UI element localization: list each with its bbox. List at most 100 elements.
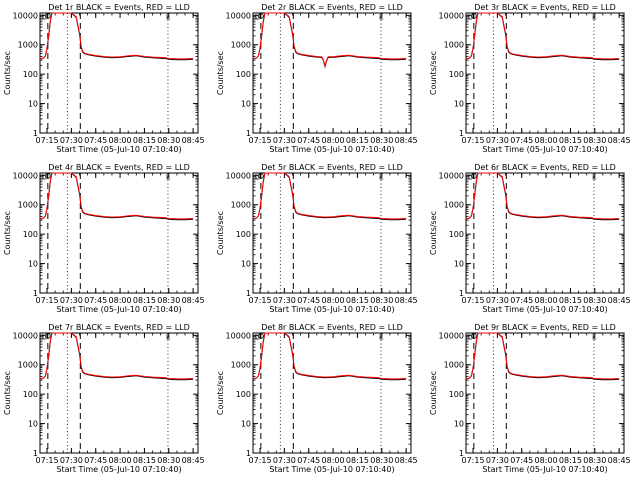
x-axis-label: Start Time (05-Jul-10 07:10:40) [56, 305, 181, 314]
y-tick-label: 1000 [444, 41, 464, 50]
x-tick-label: 07:30 [486, 296, 509, 305]
lld-series-line [465, 12, 620, 60]
bracket-marker [379, 334, 384, 340]
x-tick-label: 08:00 [535, 136, 558, 145]
x-tick-label: 08:45 [395, 296, 418, 305]
y-tick-label: 1 [33, 289, 38, 298]
events-series-line [252, 172, 407, 221]
plot-frame [39, 172, 199, 294]
plot-frame [39, 332, 199, 454]
y-tick-labels: 1 10 100 1000 10000 [13, 11, 38, 138]
x-tick-label: 08:30 [583, 456, 606, 465]
bracket-marker [166, 14, 171, 20]
event-circle-marker [44, 333, 51, 339]
y-tick-label: 100 [23, 230, 38, 239]
y-tick-label: 10000 [226, 331, 251, 340]
lld-series-line [39, 332, 194, 380]
x-tick-label: 07:30 [486, 456, 509, 465]
y-tick-labels: 1 10 100 1000 10000 [439, 171, 464, 298]
x-tick-label: 07:15 [461, 296, 484, 305]
y-tick-label: 1 [459, 289, 464, 298]
plot-frame [465, 172, 625, 294]
events-series-line [39, 12, 194, 61]
panel-det-5r: Det 5r BLACK = Events, RED = LLD 1 10 10… [216, 163, 418, 314]
panel-title: Det 8r BLACK = Events, RED = LLD [261, 323, 403, 332]
bracket-marker [379, 174, 384, 180]
x-tick-label: 08:30 [583, 136, 606, 145]
y-tick-label: 100 [236, 230, 251, 239]
x-tick-label: 08:00 [109, 136, 132, 145]
x-tick-label: 07:45 [84, 456, 107, 465]
x-tick-label: 07:45 [297, 296, 320, 305]
y-tick-label: 1000 [18, 41, 38, 50]
panel-det-6r: Det 6r BLACK = Events, RED = LLD 1 10 10… [429, 163, 631, 314]
x-tick-labels: 07:15 07:30 07:45 08:00 08:15 08:30 08:4… [35, 136, 204, 145]
y-tick-label: 1 [246, 129, 251, 138]
x-tick-label: 08:30 [370, 456, 393, 465]
x-tick-labels: 07:15 07:30 07:45 08:00 08:15 08:30 08:4… [461, 296, 630, 305]
panel-det-1r: Det 1r BLACK = Events, RED = LLD 1 10 10… [3, 3, 205, 154]
y-tick-label: 1000 [231, 361, 251, 370]
y-axis-label: Counts/sec [3, 371, 12, 415]
bracket-marker [468, 334, 472, 340]
panel-title: Det 7r BLACK = Events, RED = LLD [48, 323, 190, 332]
x-tick-label: 08:00 [109, 296, 132, 305]
x-tick-label: 08:00 [322, 296, 345, 305]
x-tick-label: 08:45 [182, 296, 205, 305]
y-axis-label: Counts/sec [429, 371, 438, 415]
y-tick-labels: 1 10 100 1000 10000 [13, 331, 38, 458]
x-tick-label: 07:30 [273, 296, 296, 305]
y-tick-label: 1 [33, 129, 38, 138]
x-tick-label: 08:30 [157, 136, 180, 145]
x-tick-label: 07:15 [248, 136, 271, 145]
panel-det-9r: Det 9r BLACK = Events, RED = LLD 1 10 10… [429, 323, 631, 474]
y-tick-label: 1000 [231, 201, 251, 210]
y-tick-label: 100 [449, 70, 464, 79]
y-tick-label: 1000 [18, 361, 38, 370]
x-tick-label: 07:15 [461, 456, 484, 465]
x-tick-label: 08:15 [133, 456, 156, 465]
x-tick-label: 07:45 [297, 456, 320, 465]
x-tick-label: 07:45 [84, 136, 107, 145]
y-tick-label: 1 [459, 449, 464, 458]
y-tick-label: 10 [28, 100, 38, 109]
panel-det-4r: Det 4r BLACK = Events, RED = LLD 1 10 10… [3, 163, 205, 314]
events-series-line [465, 332, 620, 381]
plot-frame [465, 332, 625, 454]
lld-series-line [252, 172, 407, 220]
lld-series-line [252, 332, 407, 380]
y-tick-label: 10 [28, 420, 38, 429]
x-tick-label: 08:00 [535, 296, 558, 305]
x-tick-label: 08:45 [608, 296, 631, 305]
event-circle-marker [44, 173, 51, 179]
x-axis-label: Start Time (05-Jul-10 07:10:40) [269, 145, 394, 154]
y-tick-labels: 1 10 100 1000 10000 [226, 331, 251, 458]
x-tick-label: 07:15 [248, 296, 271, 305]
x-tick-labels: 07:15 07:30 07:45 08:00 08:15 08:30 08:4… [248, 296, 417, 305]
y-tick-label: 100 [449, 390, 464, 399]
event-circle-marker [470, 13, 477, 19]
bracket-marker [166, 174, 171, 180]
x-tick-label: 08:00 [322, 456, 345, 465]
y-tick-label: 1 [33, 449, 38, 458]
y-tick-label: 10000 [439, 11, 464, 20]
events-series-line [465, 12, 620, 61]
x-tick-label: 08:15 [346, 296, 369, 305]
x-tick-label: 08:30 [370, 136, 393, 145]
x-tick-label: 08:30 [370, 296, 393, 305]
y-tick-label: 10 [241, 100, 251, 109]
x-tick-label: 08:15 [346, 456, 369, 465]
y-tick-label: 100 [449, 230, 464, 239]
bracket-marker [255, 174, 259, 180]
y-tick-label: 10000 [439, 171, 464, 180]
x-axis-label: Start Time (05-Jul-10 07:10:40) [56, 465, 181, 474]
plot-frame [252, 12, 412, 134]
x-tick-label: 07:15 [461, 136, 484, 145]
event-circle-marker [257, 333, 264, 339]
y-axis-label: Counts/sec [3, 51, 12, 95]
event-circle-marker [257, 13, 264, 19]
bracket-marker [592, 14, 597, 20]
x-tick-label: 08:00 [535, 456, 558, 465]
lld-series-line [39, 172, 194, 220]
